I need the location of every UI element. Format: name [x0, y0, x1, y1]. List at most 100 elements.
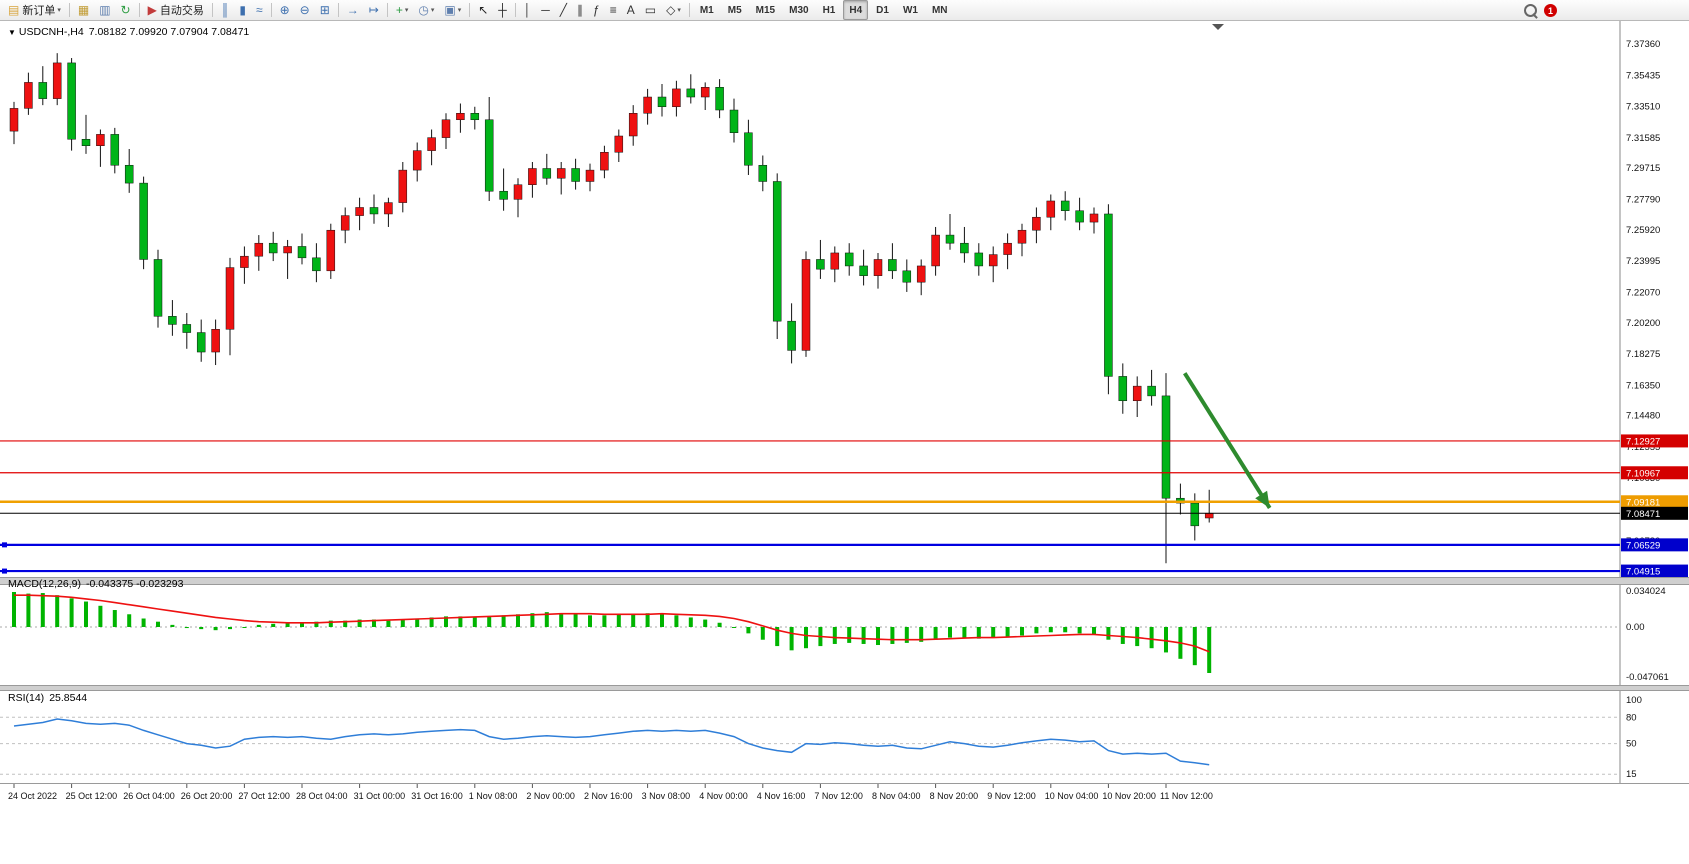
time-axis-label: 31 Oct 16:00: [411, 791, 463, 801]
timeframe-d1-button[interactable]: D1: [870, 0, 895, 20]
timeframe-h4-button[interactable]: H4: [843, 0, 869, 20]
candle: [1060, 191, 1070, 221]
rsi-scale-label: 80: [1626, 712, 1637, 723]
vertical-line-button[interactable]: │: [520, 0, 536, 20]
rsi-name: RSI(14): [8, 692, 45, 704]
price-axis-label: 7.12555: [1626, 442, 1660, 453]
timeframe-m5-button[interactable]: M5: [722, 0, 748, 20]
text-label-icon: ▭: [644, 3, 657, 17]
toolbar-right: 1: [1524, 0, 1557, 21]
trend-arrow-object[interactable]: [1183, 372, 1272, 510]
zoom-in-button[interactable]: ⊕: [276, 0, 294, 20]
price-axis-label: 7.14480: [1626, 411, 1660, 422]
toolbar-separator: [514, 3, 516, 17]
new-order-button-label: 新订单: [22, 5, 56, 17]
candle: [528, 161, 537, 198]
channel-button[interactable]: ∥: [573, 0, 587, 20]
panel-divider[interactable]: [0, 685, 1689, 691]
time-axis-label: 25 Oct 12:00: [66, 791, 118, 801]
candle: [1132, 376, 1142, 418]
horizontal-line-button[interactable]: ─: [537, 0, 554, 20]
tile-windows-button[interactable]: ⊞: [316, 0, 334, 20]
candle: [470, 106, 480, 130]
candlestick-chart-button[interactable]: ▮: [235, 0, 250, 20]
macd-label: MACD(12,26,9) -0.043375 -0.023293: [8, 578, 183, 590]
time-axis-svg: 24 Oct 2022 25 Oct 12:00 26 Oct 04:00 26 Oc…: [8, 784, 1213, 801]
data-window-button[interactable]: ▥: [95, 0, 114, 20]
trend-line-button[interactable]: ╱: [556, 0, 571, 20]
timeframe-m15-button[interactable]: M15: [750, 0, 781, 20]
timeframe-mn-button[interactable]: MN: [926, 0, 954, 20]
panel-divider[interactable]: [0, 577, 1689, 585]
candle: [283, 239, 292, 279]
notification-badge[interactable]: 1: [1544, 4, 1557, 17]
time-axis-label: 2 Nov 00:00: [526, 791, 575, 801]
zoom-in-icon: ⊕: [279, 3, 290, 17]
timeframe-w1-button[interactable]: W1: [897, 0, 924, 20]
auto-trading-button[interactable]: ▶ 自动交易: [144, 0, 208, 20]
navigator-button[interactable]: ↻: [117, 0, 135, 20]
periods-button[interactable]: ◷ ▾: [414, 0, 438, 20]
zoom-out-icon: ⊖: [299, 3, 310, 17]
candle: [715, 79, 724, 119]
candle: [1161, 373, 1171, 564]
new-order-button[interactable]: ▤ 新订单 ▾: [4, 0, 65, 20]
indicators-button[interactable]: + ▾: [392, 0, 413, 20]
candle: [1118, 363, 1128, 414]
fibonacci-button[interactable]: ƒ: [589, 0, 604, 20]
candle: [1104, 204, 1113, 395]
candle: [686, 74, 696, 104]
macd-scale-label: -0.047061: [1626, 672, 1669, 683]
candle: [499, 168, 508, 211]
text-label-button[interactable]: ▭: [641, 0, 660, 20]
shapes-button[interactable]: ◇ ▾: [662, 0, 685, 20]
candle: [326, 223, 336, 279]
horizontal-line-object[interactable]: 7.12927: [0, 434, 1688, 448]
candle: [1003, 233, 1012, 270]
templates-button[interactable]: ▣ ▾: [440, 0, 465, 20]
bar-chart-button[interactable]: ║: [217, 0, 234, 20]
cursor-button[interactable]: ↖: [474, 0, 492, 20]
line-handle[interactable]: [2, 542, 7, 548]
chart-shift-button[interactable]: ↦: [365, 0, 383, 20]
horizontal-line-object[interactable]: 7.04915: [0, 564, 1688, 577]
horizontal-line-object[interactable]: 7.06529: [0, 538, 1688, 552]
timeframe-h1-button-label: H1: [822, 4, 836, 16]
timeframe-m1-button[interactable]: M1: [694, 0, 720, 20]
candle: [355, 197, 364, 231]
clock-icon: ◷: [418, 3, 429, 17]
candle: [772, 173, 782, 340]
timeframe-m1-button-label: M1: [699, 4, 714, 16]
horizontal-line-object[interactable]: 7.09181: [0, 495, 1688, 509]
candle: [52, 53, 62, 106]
line-chart-button[interactable]: ≈: [252, 0, 267, 20]
candle: [254, 235, 264, 271]
text-button[interactable]: A: [623, 0, 639, 20]
timeframe-h1-button[interactable]: H1: [817, 0, 842, 20]
crosshair-button[interactable]: ┼: [494, 0, 511, 20]
data-window-icon: ▥: [99, 3, 111, 17]
time-axis-label: 7 Nov 12:00: [814, 791, 863, 801]
charts-grid-button[interactable]: ▦: [74, 0, 93, 20]
price-tag: [1621, 466, 1688, 480]
candle: [1089, 207, 1099, 234]
time-axis-label: 10 Nov 20:00: [1102, 791, 1156, 801]
candle: [81, 114, 91, 154]
timeframe-m15-button-label: M15: [755, 4, 776, 16]
windows-group: ▦ ▥ ↻: [73, 0, 136, 20]
price-axis-label: 7.27790: [1626, 195, 1660, 206]
candle: [268, 231, 278, 262]
time-axis-label: 4 Nov 16:00: [757, 791, 806, 801]
cycle-lines-button[interactable]: ≡: [606, 0, 621, 20]
line-handle[interactable]: [2, 568, 7, 574]
candle: [700, 82, 710, 111]
zoom-out-button[interactable]: ⊖: [296, 0, 314, 20]
auto-scroll-button[interactable]: →: [343, 0, 363, 20]
candle: [1017, 223, 1027, 257]
current-price-tag: [1621, 506, 1688, 520]
vertical-line-icon: │: [523, 3, 532, 17]
horizontal-line-object[interactable]: 7.10967: [0, 466, 1688, 480]
search-icon[interactable]: [1524, 4, 1537, 17]
price-axis-label: 7.18275: [1626, 349, 1660, 360]
timeframe-m30-button[interactable]: M30: [783, 0, 814, 20]
